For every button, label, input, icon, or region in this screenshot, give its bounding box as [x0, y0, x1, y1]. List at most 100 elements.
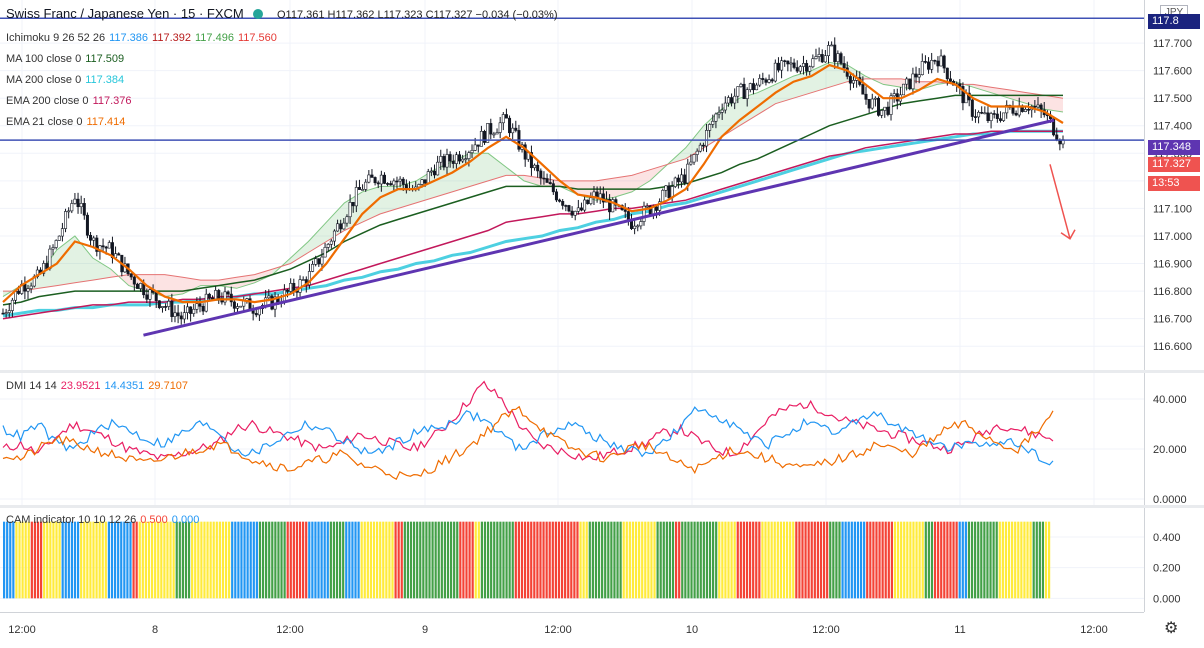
- cam-legend-row[interactable]: CAM indicator 10 10 12 26 0.500 0.000: [6, 514, 203, 526]
- dmi-legend: DMI 14 14 23.9521 14.4351 29.7107: [6, 380, 192, 392]
- dmi-tick-label: 0.0000: [1153, 494, 1187, 505]
- candle-body: [426, 171, 430, 184]
- dmi-chart[interactable]: [0, 373, 1144, 505]
- candle-body: [17, 291, 21, 294]
- cam-bar: [841, 521, 844, 599]
- cam-bar: [711, 521, 715, 599]
- cam-bar: [653, 521, 656, 599]
- cam-bar: [206, 521, 209, 599]
- time-axis[interactable]: 12:00 8 12:00 9 12:00 10 12:00 11 12:00: [0, 612, 1144, 643]
- candle-body: [489, 123, 493, 135]
- candle-body: [667, 185, 671, 199]
- cam-bar: [224, 521, 228, 599]
- candle-body: [1055, 134, 1059, 141]
- cam-axis[interactable]: 0.400 0.200 0.000: [1144, 508, 1204, 612]
- cam-bar: [542, 521, 545, 599]
- legend-row[interactable]: EMA 200 close 0 117.376: [6, 91, 281, 112]
- candle-body: [311, 264, 315, 272]
- candle-body: [551, 183, 555, 193]
- dmi-series-line: [2, 406, 1054, 466]
- cam-bar: [493, 521, 496, 599]
- cam-bar: [416, 521, 419, 599]
- candle-body: [167, 300, 171, 307]
- dmi-axis-ticks: 40.000 20.000 0.0000: [1153, 394, 1187, 506]
- candle-body: [82, 203, 86, 216]
- candle-body: [401, 178, 405, 185]
- cam-bar: [400, 521, 403, 599]
- cam-bar: [150, 521, 154, 599]
- legend-row[interactable]: MA 200 close 0 117.384: [6, 70, 281, 91]
- candle-body: [561, 201, 565, 206]
- cam-bar: [21, 521, 24, 599]
- candle-body: [986, 112, 990, 122]
- pane-separator[interactable]: [0, 505, 1204, 508]
- cam-bar: [736, 521, 739, 599]
- candle-body: [1011, 107, 1015, 114]
- pane-separator[interactable]: [0, 370, 1204, 373]
- cam-bar: [715, 521, 718, 599]
- legend-value: 117.392: [152, 32, 191, 44]
- candle-body: [758, 78, 762, 86]
- ichimoku-cloud-segment: [685, 125, 704, 159]
- cam-bar: [218, 521, 221, 599]
- candle-body: [908, 78, 912, 90]
- candle-body: [357, 187, 361, 190]
- legend-row[interactable]: EMA 21 close 0 117.414: [6, 112, 281, 133]
- candle-body: [814, 56, 818, 60]
- cam-bar: [866, 521, 869, 599]
- candle-body: [626, 211, 630, 221]
- price-tag: 13:53: [1148, 176, 1200, 191]
- legend-row[interactable]: Ichimoku 9 26 52 26 117.386 117.392 117.496…: [6, 28, 281, 49]
- legend-value: 29.7107: [148, 380, 189, 392]
- candle-body: [461, 158, 465, 162]
- cam-pane[interactable]: [0, 508, 1144, 612]
- cam-bar: [554, 521, 557, 599]
- dmi-legend-row[interactable]: DMI 14 14 23.9521 14.4351 29.7107: [6, 380, 192, 392]
- main-price-pane[interactable]: [0, 0, 1144, 370]
- time-tick-label: 10: [686, 624, 698, 636]
- candle-body: [583, 199, 587, 211]
- cam-bar: [1044, 521, 1048, 599]
- candle-body: [29, 285, 33, 289]
- candle-body: [10, 299, 14, 311]
- cam-bar: [952, 521, 955, 599]
- symbol-title[interactable]: Swiss Franc / Japanese Yen · 15 · FXCM: [6, 6, 244, 21]
- dmi-axis[interactable]: 40.000 20.000 0.0000: [1144, 373, 1204, 506]
- candle-body: [948, 78, 952, 82]
- cam-bar: [588, 521, 591, 599]
- candle-body: [933, 60, 937, 62]
- candle-body: [636, 225, 640, 228]
- candle-body: [470, 150, 474, 154]
- candle-body: [511, 127, 515, 134]
- candle-body: [848, 76, 852, 84]
- candle-body: [539, 170, 543, 179]
- cam-bar: [708, 521, 712, 599]
- cam-chart[interactable]: [0, 508, 1144, 612]
- candle-body: [776, 62, 780, 71]
- legend-row[interactable]: MA 100 close 0 117.509: [6, 49, 281, 70]
- candle-body: [370, 174, 374, 178]
- cam-bar: [927, 521, 930, 599]
- candle-body: [601, 193, 605, 203]
- cam-bar: [249, 521, 252, 599]
- legend-name: CAM indicator 10 10 12 26: [6, 514, 137, 526]
- cam-bar: [388, 521, 391, 599]
- candle-body: [448, 154, 452, 162]
- candle-body: [823, 55, 827, 63]
- candle-body: [67, 210, 71, 213]
- cam-bar: [943, 521, 946, 599]
- candle-body: [536, 164, 540, 172]
- settings-gear-icon[interactable]: ⚙: [1164, 620, 1179, 637]
- cam-bar: [678, 521, 681, 599]
- cam-bar: [718, 521, 721, 599]
- ascending-trendline: [143, 118, 1055, 337]
- cam-bar: [638, 521, 641, 599]
- ichimoku-cloud-segment: [470, 153, 489, 187]
- time-tick-label: 11: [954, 624, 965, 636]
- price-chart[interactable]: [0, 0, 1144, 370]
- cam-bar: [197, 521, 200, 599]
- dmi-pane[interactable]: [0, 373, 1144, 505]
- candle-body: [376, 182, 380, 185]
- cam-bar: [496, 521, 499, 599]
- candle-body: [323, 247, 327, 258]
